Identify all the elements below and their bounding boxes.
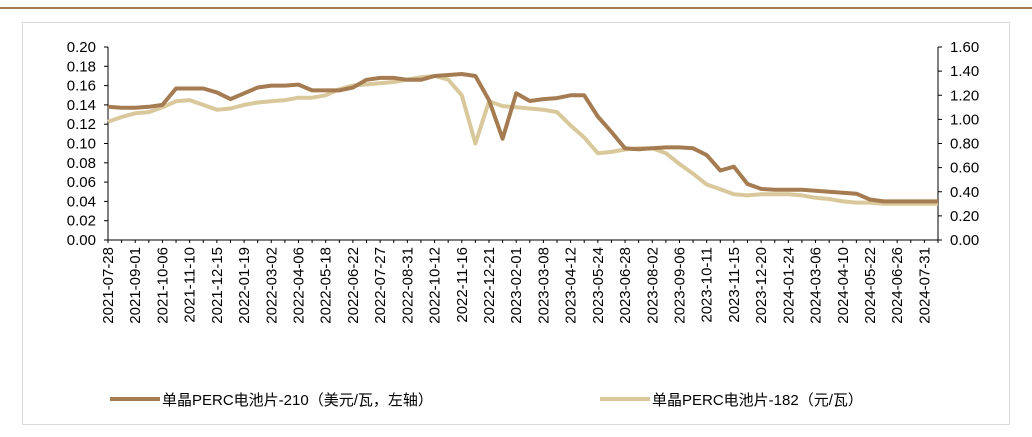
y2-tick-label: 0.60: [950, 160, 979, 177]
y-tick-label: 0.16: [67, 78, 96, 95]
y-tick-label: 0.04: [67, 193, 96, 210]
y-tick-label: 0.10: [67, 136, 96, 153]
x-tick-label: 2022-10-12: [427, 247, 444, 324]
y2-tick-label: 0.80: [950, 136, 979, 153]
x-tick-label: 2022-07-27: [372, 247, 389, 324]
series-line: [107, 74, 938, 206]
x-tick-label: 2021-10-06: [154, 247, 171, 324]
y-tick-label: 0.02: [67, 213, 96, 230]
x-tick-label: 2024-07-31: [916, 247, 933, 324]
x-tick-label: 2023-03-08: [535, 247, 552, 324]
x-tick-label: 2022-05-18: [318, 247, 335, 324]
y-tick-label: 0.12: [67, 116, 96, 133]
series-line: [107, 72, 938, 204]
legend-label: 单晶PERC电池片-182（元/瓦）: [652, 392, 863, 409]
y2-tick-label: 1.20: [950, 87, 979, 104]
x-tick-label: 2022-03-02: [263, 247, 280, 324]
x-tick-label: 2023-08-02: [644, 247, 661, 324]
x-tick-label: 2022-08-31: [399, 247, 416, 324]
x-tick-label: 2022-01-19: [236, 247, 253, 324]
x-tick-label: 2022-04-06: [290, 247, 307, 324]
x-tick-label: 2021-09-01: [127, 247, 144, 324]
y2-tick-label: 0.20: [950, 208, 979, 225]
x-tick-label: 2024-03-06: [808, 247, 825, 324]
chart-frame: [22, 22, 1010, 425]
y2-tick-label: 1.00: [950, 111, 979, 128]
x-tick-label: 2021-12-15: [209, 247, 226, 324]
y-tick-label: 0.08: [67, 155, 96, 172]
x-tick-label: 2024-01-24: [780, 247, 797, 324]
y-tick-label: 0.14: [67, 97, 96, 114]
x-tick-label: 2021-07-28: [100, 247, 117, 324]
y2-tick-label: 0.40: [950, 184, 979, 201]
x-tick-label: 2022-12-21: [481, 247, 498, 324]
y-tick-label: 0.20: [67, 39, 96, 56]
x-tick-label: 2022-06-22: [345, 247, 362, 324]
y2-tick-label: 0.00: [950, 232, 979, 249]
x-tick-label: 2023-02-01: [508, 247, 525, 324]
x-tick-label: 2023-11-15: [726, 247, 743, 323]
x-tick-label: 2022-11-16: [454, 247, 471, 323]
x-tick-label: 2023-05-24: [590, 247, 607, 324]
y2-tick-label: 1.60: [950, 39, 979, 56]
x-tick-label: 2023-06-28: [617, 247, 634, 324]
y-tick-label: 0.06: [67, 174, 96, 191]
legend-label: 单晶PERC电池片-210（美元/瓦，左轴）: [162, 392, 433, 409]
x-tick-label: 2023-10-11: [699, 247, 716, 323]
x-tick-label: 2023-12-20: [753, 247, 770, 324]
x-tick-label: 2024-06-26: [889, 247, 906, 324]
y-tick-label: 0.00: [67, 232, 96, 249]
y-tick-label: 0.18: [67, 58, 96, 75]
x-tick-label: 2023-09-06: [671, 247, 688, 324]
x-tick-label: 2024-04-10: [835, 247, 852, 324]
x-tick-label: 2024-05-22: [862, 247, 879, 324]
y2-tick-label: 1.40: [950, 63, 979, 80]
x-tick-label: 2023-04-12: [563, 247, 580, 324]
x-tick-label: 2021-11-10: [182, 247, 199, 323]
